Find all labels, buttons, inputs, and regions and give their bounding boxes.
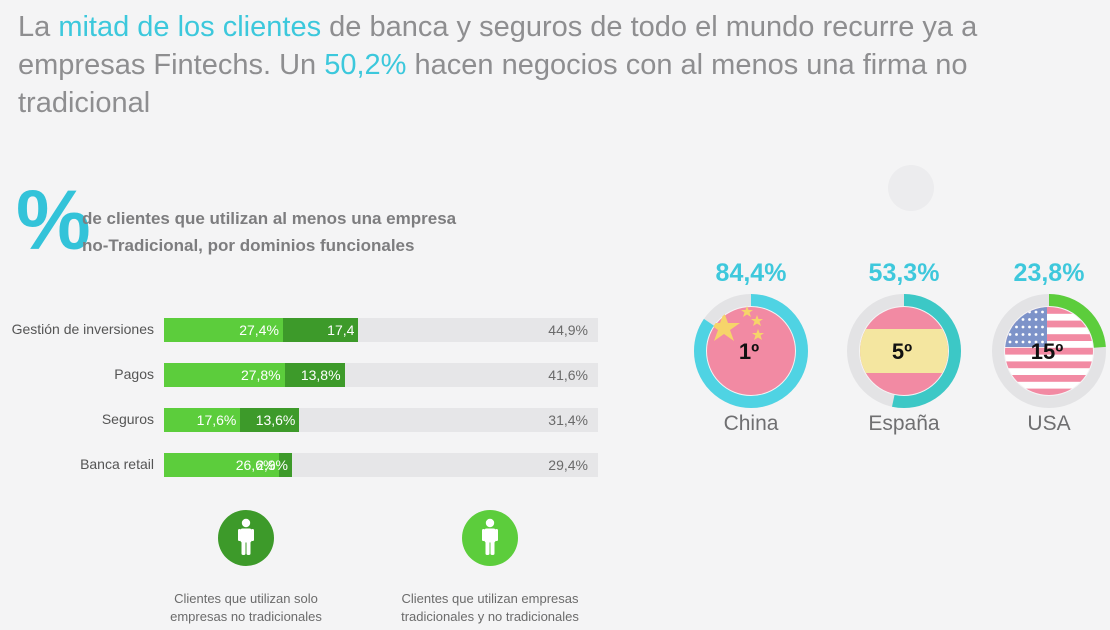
headline-highlight-1: mitad de los clientes	[58, 11, 322, 43]
person-icon	[482, 518, 498, 555]
country-espana: 53,3% 5º España	[839, 258, 969, 436]
bar-segment-only-nontraditional: 13,6%	[240, 408, 300, 432]
bar-row: Seguros 17,6% 13,6% 31,4%	[0, 408, 610, 432]
bar-segment-traditional-and-nontraditional: 27,8%	[164, 363, 285, 387]
country-name: China	[723, 412, 779, 435]
country-percentage: 53,3%	[868, 259, 940, 287]
progress-ring: 1º	[694, 294, 808, 408]
bar-value-label: 27,8%	[240, 367, 281, 383]
subtitle-line-2: no-Tradicional, por dominios funcionales	[82, 236, 415, 255]
headline-part2: de banca y seguros de todo el mundo recu…	[18, 11, 978, 81]
country-percentage: 84,4%	[715, 259, 787, 287]
headline-highlight-2: 50,2%	[324, 49, 407, 81]
progress-ring-fill	[847, 294, 961, 408]
bar-total-label: 44,9%	[548, 322, 588, 338]
bar-segment-only-nontraditional: 13,8%	[284, 363, 345, 387]
bar-row: Pagos 27,8% 13,8% 41,6%	[0, 363, 610, 387]
bar-segment-traditional-and-nontraditional: 27,4%	[164, 318, 283, 342]
decorative-circle	[888, 165, 934, 211]
legend-label: Clientes que utilizan empresas tradiciona…	[401, 591, 579, 624]
bar-segment-only-nontraditional: 2,9%	[256, 453, 293, 477]
legend-label: Clientes que utilizan solo empresas no tr…	[170, 591, 322, 624]
bar-segment-traditional-and-nontraditional: 17,6%	[164, 408, 241, 432]
progress-ring-fill	[694, 294, 808, 408]
legend-swatch	[462, 510, 518, 566]
subtitle-line-1: de clientes que utilizan al menos una em…	[82, 209, 457, 228]
country-rank: 5º	[892, 339, 912, 364]
bar-segment-only-nontraditional: 17,4	[282, 318, 359, 342]
bar-category-label: Banca retail	[80, 456, 154, 472]
country-name: España	[868, 412, 940, 435]
country-rank: 15º	[1031, 339, 1064, 364]
bar-value-label: 17,6%	[196, 412, 237, 428]
bar-category-label: Seguros	[101, 411, 154, 427]
progress-ring: 15º	[992, 294, 1106, 408]
bar-track: 27,8% 13,8% 41,6%	[164, 363, 598, 387]
bar-row: Gestión de inversiones 27,4% 17,4 44,9%	[0, 318, 610, 342]
country-name: USA	[1027, 412, 1071, 435]
bar-row: Banca retail 26,6% 2,9% 29,4%	[0, 453, 610, 477]
bar-total-label: 41,6%	[548, 367, 588, 383]
headline: La mitad de los clientes de banca y segu…	[18, 8, 1018, 122]
bar-value-label: 17,4	[327, 322, 355, 338]
progress-ring: 5º	[847, 294, 961, 408]
bar-value-label: 13,6%	[255, 412, 296, 428]
bar-total-label: 31,4%	[548, 412, 588, 428]
country-china: 84,4% 1º China	[686, 258, 816, 436]
headline-part1: La	[18, 11, 59, 43]
bar-value-label: 13,8%	[300, 367, 341, 383]
country-rank: 1º	[739, 339, 759, 364]
progress-ring-fill	[992, 294, 1106, 408]
bar-track: 17,6% 13,6% 31,4%	[164, 408, 598, 432]
bar-total-label: 29,4%	[548, 457, 588, 473]
country-percentage: 23,8%	[1013, 259, 1085, 287]
person-icon	[238, 518, 254, 555]
bar-category-label: Gestión de inversiones	[11, 321, 154, 337]
legend-item: Clientes que utilizan empresas tradiciona…	[380, 510, 600, 626]
bar-value-label: 27,4%	[239, 322, 279, 338]
bar-track: 26,6% 2,9% 29,4%	[164, 453, 598, 477]
chart-subtitle: de clientes que utilizan al menos una em…	[82, 205, 456, 259]
legend-item: Clientes que utilizan solo empresas no tr…	[136, 510, 356, 626]
legend-swatch	[218, 510, 274, 566]
bar-value-label: 2,9%	[256, 457, 289, 473]
bar-segment-traditional-and-nontraditional: 26,6%	[164, 453, 280, 477]
country-usa: 23,8% 15º USA	[984, 258, 1110, 436]
bar-value-label: 26,6%	[235, 457, 276, 473]
headline-part3: hacen negocios con al menos una firma no…	[18, 49, 968, 119]
bar-category-label: Pagos	[114, 366, 154, 382]
bar-track: 27,4% 17,4 44,9%	[164, 318, 598, 342]
percent-symbol: %	[16, 173, 91, 267]
